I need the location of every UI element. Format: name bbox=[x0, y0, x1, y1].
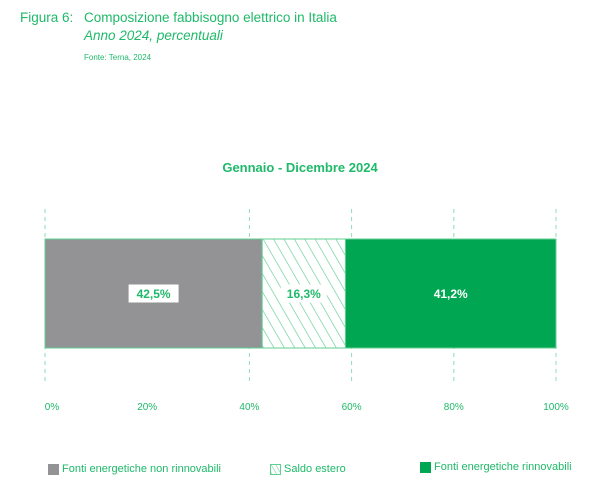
legend-label: Saldo estero bbox=[284, 463, 346, 475]
x-tick-label: 40% bbox=[239, 402, 259, 413]
legend-label: Fonti energetiche rinnovabili bbox=[434, 461, 572, 473]
legend-swatch-hatched bbox=[270, 463, 281, 475]
x-tick-label: 80% bbox=[444, 402, 464, 413]
figure-label: Figura 6: bbox=[20, 10, 74, 25]
x-tick-label: 20% bbox=[137, 402, 157, 413]
legend-item-saldo-estero: Saldo estero bbox=[270, 463, 346, 475]
legend-label: Fonti energetiche non rinnovabili bbox=[62, 463, 221, 475]
chart-title: Gennaio - Dicembre 2024 bbox=[222, 160, 378, 175]
x-tick-label: 60% bbox=[342, 402, 362, 413]
figure-title: Composizione fabbisogno elettrico in Ita… bbox=[84, 10, 337, 25]
bar-segment-3 bbox=[344, 238, 557, 349]
data-label-bg bbox=[128, 284, 179, 303]
legend-item-non-renewable: Fonti energetiche non rinnovabili bbox=[48, 463, 221, 475]
legend-swatch-green bbox=[420, 461, 431, 473]
x-tick-label: 0% bbox=[45, 402, 60, 413]
x-tick-label: 100% bbox=[543, 402, 569, 413]
legend-swatch-gray bbox=[48, 463, 59, 475]
data-label: 42,5% bbox=[137, 287, 171, 301]
figure-source: Fonte: Terna, 2024 bbox=[84, 53, 152, 62]
data-label: 16,3% bbox=[287, 287, 321, 301]
legend-item-renewable: Fonti energetiche rinnovabili bbox=[420, 461, 572, 473]
data-label-bg bbox=[280, 284, 327, 303]
data-label: 41,2% bbox=[434, 287, 468, 301]
figure-subtitle: Anno 2024, percentuali bbox=[84, 28, 223, 43]
